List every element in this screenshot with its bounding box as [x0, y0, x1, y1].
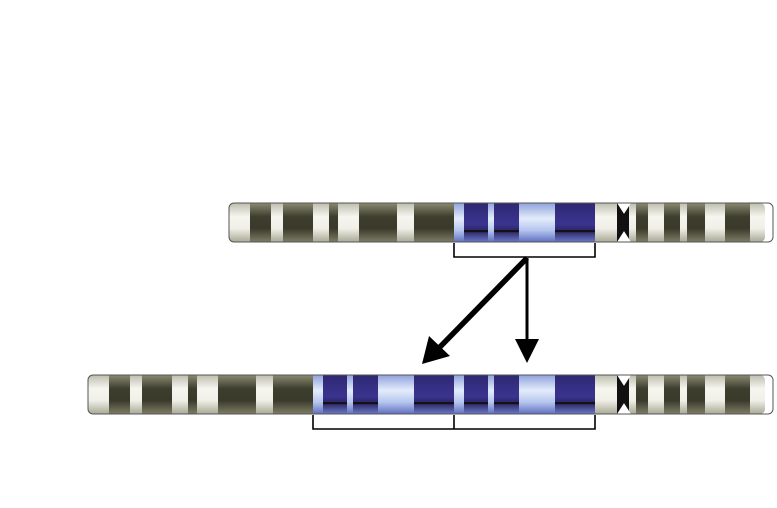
original-chromosome-band [283, 203, 314, 242]
original-chromosome-centromere [617, 203, 631, 242]
original-chromosome-border [228, 202, 774, 243]
duplicated-segments-bracket [312, 415, 596, 430]
original-chromosome-band [250, 203, 272, 242]
duplicated-chromosome-band [273, 375, 306, 414]
duplicated-chromosome-band [725, 375, 751, 414]
duplicated-chromosome-highlighted-band [414, 375, 455, 414]
duplicated-chromosome-band [629, 375, 637, 414]
original-chromosome-highlighted-band [454, 203, 465, 242]
duplicated-chromosome-band [705, 375, 726, 414]
duplicated-chromosome-highlighted-band [347, 375, 354, 414]
original-chromosome-highlighted-band [555, 203, 596, 242]
original-chromosome-highlighted-band [494, 203, 520, 242]
original-chromosome-constriction [617, 203, 631, 214]
original-chromosome-highlighted-band [464, 203, 489, 242]
original-chromosome-band [680, 203, 688, 242]
original-chromosome-band [595, 203, 617, 242]
duplicated-chromosome-band [256, 375, 274, 414]
original-chromosome-band [687, 203, 706, 242]
original-chromosome-outline [228, 202, 774, 243]
duplicated-chromosome-outline [87, 374, 774, 415]
duplicated-chromosome-band [750, 375, 765, 414]
duplicated-chromosome-band [595, 375, 617, 414]
original-chromosome-band [397, 203, 415, 242]
duplicated-chromosome-constriction [617, 403, 631, 414]
duplicated-chromosome-highlighted-band [519, 375, 556, 414]
duplicated-chromosome-band [648, 375, 665, 414]
original-chromosome-band [636, 203, 649, 242]
duplicated-chromosome-band [664, 375, 681, 414]
duplicated-chromosome-constriction [617, 375, 631, 386]
duplicated-chromosome-band [188, 375, 198, 414]
duplicated-chromosome [88, 375, 765, 414]
original-chromosome-band [229, 203, 251, 242]
original-chromosome-band [664, 203, 681, 242]
duplicated-chromosome-band [636, 375, 649, 414]
duplicated-chromosome-highlighted-band [378, 375, 415, 414]
original-chromosome-band [313, 203, 330, 242]
arrow-to-first-copy [422, 256, 529, 364]
original-chromosome-band [338, 203, 360, 242]
original-chromosome-band [750, 203, 765, 242]
duplicated-chromosome-band [109, 375, 131, 414]
duplicated-chromosome-highlighted-band [488, 375, 495, 414]
original-chromosome-band [414, 203, 447, 242]
original-chromosome-band [705, 203, 726, 242]
duplicated-chromosome-highlighted-band [555, 375, 596, 414]
duplicated-chromosome-highlighted-band [313, 375, 324, 414]
duplicated-chromosome-band [680, 375, 688, 414]
original-chromosome-band [446, 203, 455, 242]
original-chromosome-band [629, 203, 637, 242]
duplicated-chromosome-band [218, 375, 257, 414]
duplicated-chromosome-band [687, 375, 706, 414]
original-chromosome-band [271, 203, 284, 242]
original-chromosome-band [648, 203, 665, 242]
duplicated-chromosome-band [88, 375, 110, 414]
original-segment-bracket [453, 243, 596, 258]
duplicated-chromosome-band [305, 375, 314, 414]
original-chromosome-band [359, 203, 398, 242]
duplicated-chromosome-band [130, 375, 143, 414]
duplicated-chromosome-band [142, 375, 173, 414]
duplicated-chromosome-centromere [617, 375, 631, 414]
original-chromosome-highlighted-band [488, 203, 495, 242]
original-chromosome-highlighted-band [519, 203, 556, 242]
duplicated-chromosome-border [87, 374, 774, 415]
arrow-to-second-copy [515, 258, 539, 363]
duplicated-chromosome-highlighted-band [353, 375, 379, 414]
duplicated-chromosome-band [197, 375, 219, 414]
duplicated-chromosome-band [172, 375, 189, 414]
original-chromosome [229, 203, 765, 242]
duplicated-chromosome-highlighted-band [494, 375, 520, 414]
duplicated-chromosome-highlighted-band [454, 375, 465, 414]
original-chromosome-band [329, 203, 339, 242]
original-chromosome-constriction [617, 231, 631, 242]
duplicated-chromosome-highlighted-band [464, 375, 489, 414]
duplicated-chromosome-highlighted-band [323, 375, 348, 414]
original-chromosome-band [725, 203, 751, 242]
